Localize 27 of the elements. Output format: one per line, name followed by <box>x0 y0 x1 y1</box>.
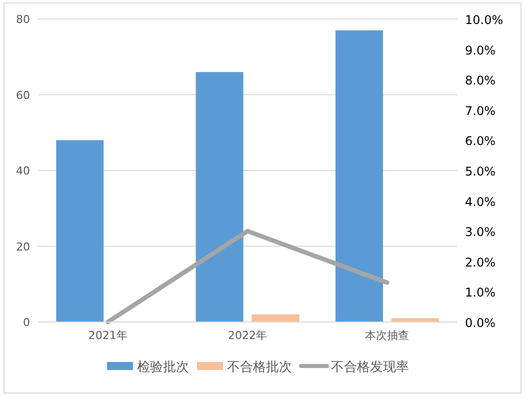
y2-tick-label: 2.0% <box>465 255 496 270</box>
bar <box>56 140 104 322</box>
bar <box>196 72 244 322</box>
bar <box>252 314 300 322</box>
y2-tick-label: 9.0% <box>465 43 496 58</box>
x-tick-label: 本次抽查 <box>365 329 410 342</box>
bar <box>391 318 439 322</box>
y-tick-label: 40 <box>16 164 30 178</box>
y2-tick-label: 3.0% <box>465 225 496 240</box>
y2-tick-label: 7.0% <box>465 104 496 118</box>
legend-label: 不合格批次 <box>227 360 292 375</box>
y2-tick-label: 5.0% <box>465 164 496 178</box>
y2-tick-label: 1.0% <box>465 286 496 300</box>
y-tick-label: 80 <box>16 13 30 26</box>
y2-tick-label: 4.0% <box>465 194 496 209</box>
y-tick-label: 20 <box>16 240 30 254</box>
y2-tick-label: 8.0% <box>465 74 496 88</box>
x-tick-label: 2022年 <box>228 329 267 342</box>
y2-tick-label: 10.0% <box>465 13 504 27</box>
y2-tick-label: 0.0% <box>465 316 496 330</box>
legend-label: 不合格发现率 <box>331 359 409 375</box>
x-tick-label: 2021年 <box>88 329 128 342</box>
y-tick-label: 60 <box>16 88 30 102</box>
y-tick-label: 0 <box>23 316 30 329</box>
legend-label: 检验批次 <box>137 360 189 375</box>
y2-tick-label: 6.0% <box>465 134 496 148</box>
bar <box>335 30 383 322</box>
